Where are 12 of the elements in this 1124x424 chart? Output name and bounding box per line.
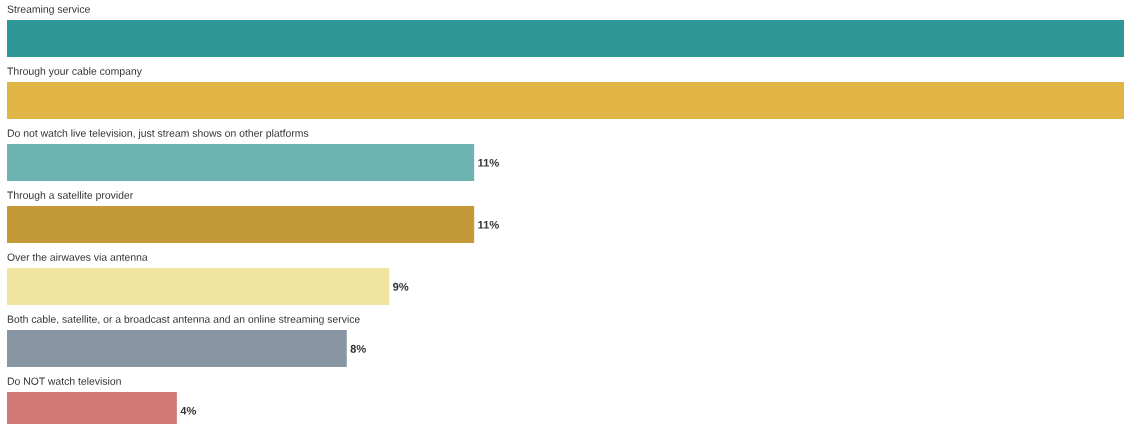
y-tick-label: Streaming service	[7, 5, 90, 15]
y-tick-label: Over the airwaves via antenna	[7, 253, 148, 261]
y-tick-label: Through a satellite provider	[7, 191, 134, 201]
y-tick-label: Do NOT watch television	[7, 377, 121, 385]
y-tick-label: Both cable, satellite, or a broadcast antenna and an online streaming service	[7, 315, 360, 325]
data-label: 11%	[478, 158, 499, 167]
data-label: 11%	[478, 220, 499, 229]
y-tick-label: Through your cable company	[7, 67, 142, 77]
data-label: 9%	[393, 282, 409, 291]
data-label: 4%	[180, 406, 197, 415]
data-label: 8%	[350, 344, 366, 353]
y-tick-label: Do not watch live television, just stream shows on other platforms	[7, 129, 309, 139]
